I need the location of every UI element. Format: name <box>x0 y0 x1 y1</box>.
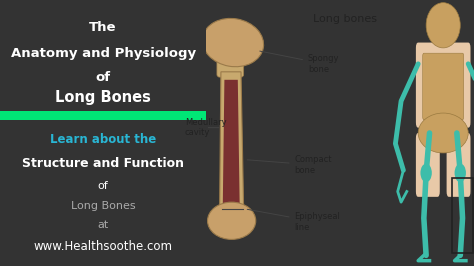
Ellipse shape <box>418 113 468 153</box>
Text: Long Bones: Long Bones <box>55 90 151 105</box>
Text: at: at <box>98 220 109 230</box>
FancyBboxPatch shape <box>447 133 471 197</box>
Text: Structure and Function: Structure and Function <box>22 157 184 170</box>
Polygon shape <box>223 80 240 205</box>
Ellipse shape <box>202 18 264 67</box>
Text: Learn about the: Learn about the <box>50 133 156 146</box>
Ellipse shape <box>426 3 460 48</box>
Text: The: The <box>89 22 117 34</box>
Polygon shape <box>219 72 244 213</box>
Text: Epiphyseal
line: Epiphyseal line <box>247 209 340 232</box>
Text: of: of <box>96 71 110 84</box>
Text: www.Healthsoothe.com: www.Healthsoothe.com <box>34 240 173 252</box>
Text: Long Bones: Long Bones <box>71 201 136 211</box>
FancyBboxPatch shape <box>217 45 244 77</box>
Ellipse shape <box>208 202 256 239</box>
Ellipse shape <box>455 164 466 182</box>
Text: of: of <box>98 181 109 191</box>
Text: Long bones: Long bones <box>313 14 377 24</box>
FancyBboxPatch shape <box>423 53 464 120</box>
Bar <box>452 178 473 253</box>
FancyBboxPatch shape <box>416 133 440 197</box>
Bar <box>437 29 450 48</box>
Text: Compact
bone: Compact bone <box>247 155 332 174</box>
Ellipse shape <box>420 164 432 182</box>
Bar <box>0 111 206 120</box>
Text: Spongy
bone: Spongy bone <box>260 51 339 73</box>
Text: Anatomy and Physiology: Anatomy and Physiology <box>10 47 196 60</box>
Text: Medullary
cavity: Medullary cavity <box>185 118 227 137</box>
FancyBboxPatch shape <box>416 43 471 128</box>
